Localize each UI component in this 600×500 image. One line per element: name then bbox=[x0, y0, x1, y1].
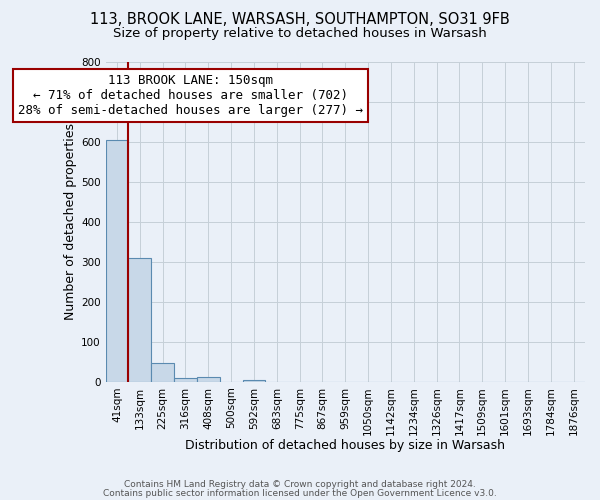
Y-axis label: Number of detached properties: Number of detached properties bbox=[64, 123, 77, 320]
Bar bbox=[197, 377, 220, 382]
X-axis label: Distribution of detached houses by size in Warsash: Distribution of detached houses by size … bbox=[185, 440, 505, 452]
Text: 113, BROOK LANE, WARSASH, SOUTHAMPTON, SO31 9FB: 113, BROOK LANE, WARSASH, SOUTHAMPTON, S… bbox=[90, 12, 510, 28]
Bar bbox=[242, 380, 265, 382]
Text: 113 BROOK LANE: 150sqm
← 71% of detached houses are smaller (702)
28% of semi-de: 113 BROOK LANE: 150sqm ← 71% of detached… bbox=[17, 74, 362, 116]
Bar bbox=[106, 140, 128, 382]
Text: Size of property relative to detached houses in Warsash: Size of property relative to detached ho… bbox=[113, 28, 487, 40]
Bar bbox=[128, 258, 151, 382]
Text: Contains public sector information licensed under the Open Government Licence v3: Contains public sector information licen… bbox=[103, 488, 497, 498]
Bar bbox=[174, 378, 197, 382]
Text: Contains HM Land Registry data © Crown copyright and database right 2024.: Contains HM Land Registry data © Crown c… bbox=[124, 480, 476, 489]
Bar bbox=[151, 363, 174, 382]
